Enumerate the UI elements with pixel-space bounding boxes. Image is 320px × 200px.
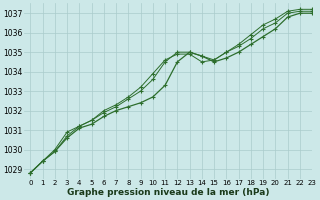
X-axis label: Graphe pression niveau de la mer (hPa): Graphe pression niveau de la mer (hPa) [67, 188, 269, 197]
